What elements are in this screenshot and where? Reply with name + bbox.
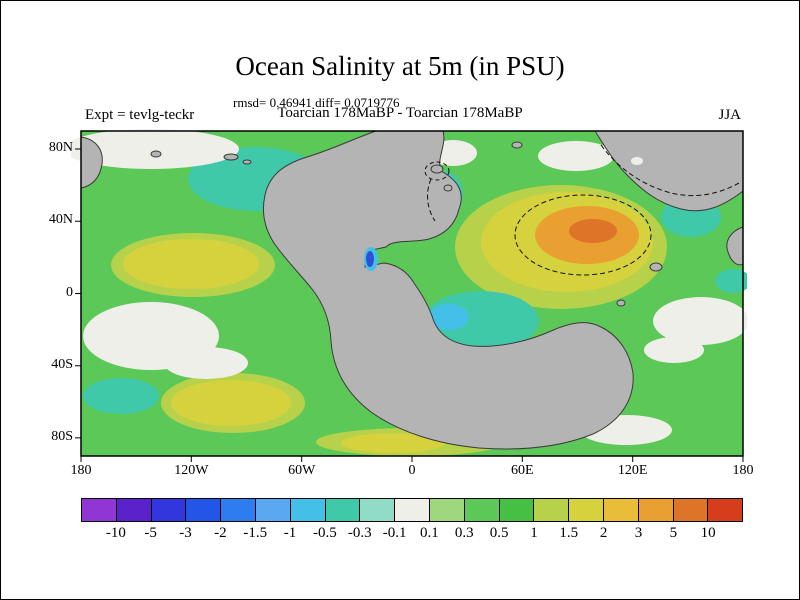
colorbar-cell: [395, 499, 430, 521]
near-zero-patch: [71, 129, 239, 169]
dashed-contour: [424, 161, 450, 181]
colorbar-cell: [464, 499, 500, 521]
lon-axis-label: 120W: [174, 463, 209, 478]
colorbar-cell: [255, 499, 291, 521]
lon-axis-label: 180: [70, 463, 92, 478]
anomaly-patch: [171, 380, 291, 426]
near-zero-patch: [164, 347, 248, 379]
colorbar-tick-label: -5: [144, 525, 157, 541]
colorbar-cell: [186, 499, 222, 521]
colorbar-cell: [429, 499, 465, 521]
colorbar-cell: [325, 499, 361, 521]
land-pangaea: [262, 130, 634, 450]
colorbar-cell: [116, 499, 152, 521]
colorbar-cell: [151, 499, 187, 521]
land-topleft: [80, 136, 103, 189]
colorbar-tick-label: -2: [214, 525, 227, 541]
land-right-edge: [726, 226, 744, 266]
colorbar-cell: [708, 499, 743, 521]
lon-axis-label: 120E: [617, 463, 648, 478]
anomaly-patch-orange-core: [569, 219, 617, 243]
anomaly-patch-teal: [83, 378, 159, 414]
colorbar-cell: [82, 499, 117, 521]
lon-axis-label: 180: [732, 463, 754, 478]
colorbar-tick-label: 1.5: [559, 525, 579, 541]
island: [443, 184, 453, 192]
island: [430, 164, 444, 174]
anomaly-patch: [341, 433, 445, 453]
lon-axis-label: 60W: [288, 463, 316, 478]
land-northeast: [594, 130, 744, 212]
colorbar-tick-label: -0.1: [382, 525, 407, 541]
map-canvas: [71, 129, 747, 462]
colorbar: [81, 498, 743, 522]
lon-axis-label: 60E: [511, 463, 534, 478]
island: [616, 299, 626, 307]
anomaly-patch-cyan: [429, 304, 469, 330]
colorbar-tick-label: -10: [105, 525, 126, 541]
colorbar-tick-label: 1: [530, 525, 538, 541]
near-zero-patch: [538, 141, 614, 171]
colorbar-tick-label: 2: [599, 525, 608, 541]
colorbar-tick-label: -0.3: [347, 525, 372, 541]
colorbar-tick-label: -0.5: [313, 525, 337, 541]
comparison-label: Toarcian 178MaBP - Toarcian 178MaBP: [277, 105, 523, 121]
colorbar-tick-label: 0.5: [489, 525, 509, 541]
colorbar-cell: [603, 499, 639, 521]
colorbar-cell: [499, 499, 535, 521]
colorbar-cell: [221, 499, 256, 521]
colorbar-cell: [638, 499, 674, 521]
dashed-contour: [514, 194, 652, 276]
colorbar-cell: [673, 499, 709, 521]
season-label: JJA: [718, 107, 741, 123]
colorbar-cell: [534, 499, 570, 521]
anomaly-patch-teal: [715, 269, 747, 293]
lon-ticks: [80, 456, 744, 462]
colorbar-cell: [569, 499, 604, 521]
island: [150, 150, 162, 158]
lat-axis-label: 80N: [48, 140, 73, 155]
colorbar-tick-label: 10: [700, 525, 716, 541]
lat-axis-label: 80S: [51, 428, 73, 444]
island: [649, 262, 663, 272]
colorbar-tick-label: 3: [634, 525, 643, 541]
inland-spot: [631, 157, 643, 165]
colorbar-cell: [360, 499, 396, 521]
near-zero-patch: [644, 337, 704, 363]
colorbar-tick-label: 0.3: [454, 525, 474, 541]
experiment-label: Expt = tevlg-teckr: [85, 107, 195, 123]
inlet-negative-core: [366, 251, 374, 267]
island: [242, 159, 252, 165]
lat-axis-label: 40S: [51, 356, 73, 372]
stats-line: rmsd= 0.46941 diff= 0.0719776: [233, 95, 400, 110]
plot-title: Ocean Salinity at 5m (in PSU): [235, 51, 565, 81]
anomaly-patch: [123, 239, 259, 289]
lat-ticks: [75, 148, 81, 439]
lat-axis-label: 0: [66, 284, 73, 300]
colorbar-tick-label: -1.5: [243, 525, 268, 541]
lat-axis-label: 40N: [48, 212, 73, 228]
colorbar-tick-label: 5: [669, 525, 678, 541]
colorbar-cell: [290, 499, 326, 521]
island: [223, 153, 239, 161]
colorbar-tick-label: -1: [283, 525, 297, 541]
colorbar-tick-label: 0.1: [420, 525, 439, 541]
island: [511, 141, 523, 149]
dashed-contour: [427, 178, 436, 222]
near-zero-patch: [653, 297, 747, 345]
lon-axis-label: 0: [408, 463, 416, 478]
colorbar-tick-label: -3: [179, 525, 192, 541]
